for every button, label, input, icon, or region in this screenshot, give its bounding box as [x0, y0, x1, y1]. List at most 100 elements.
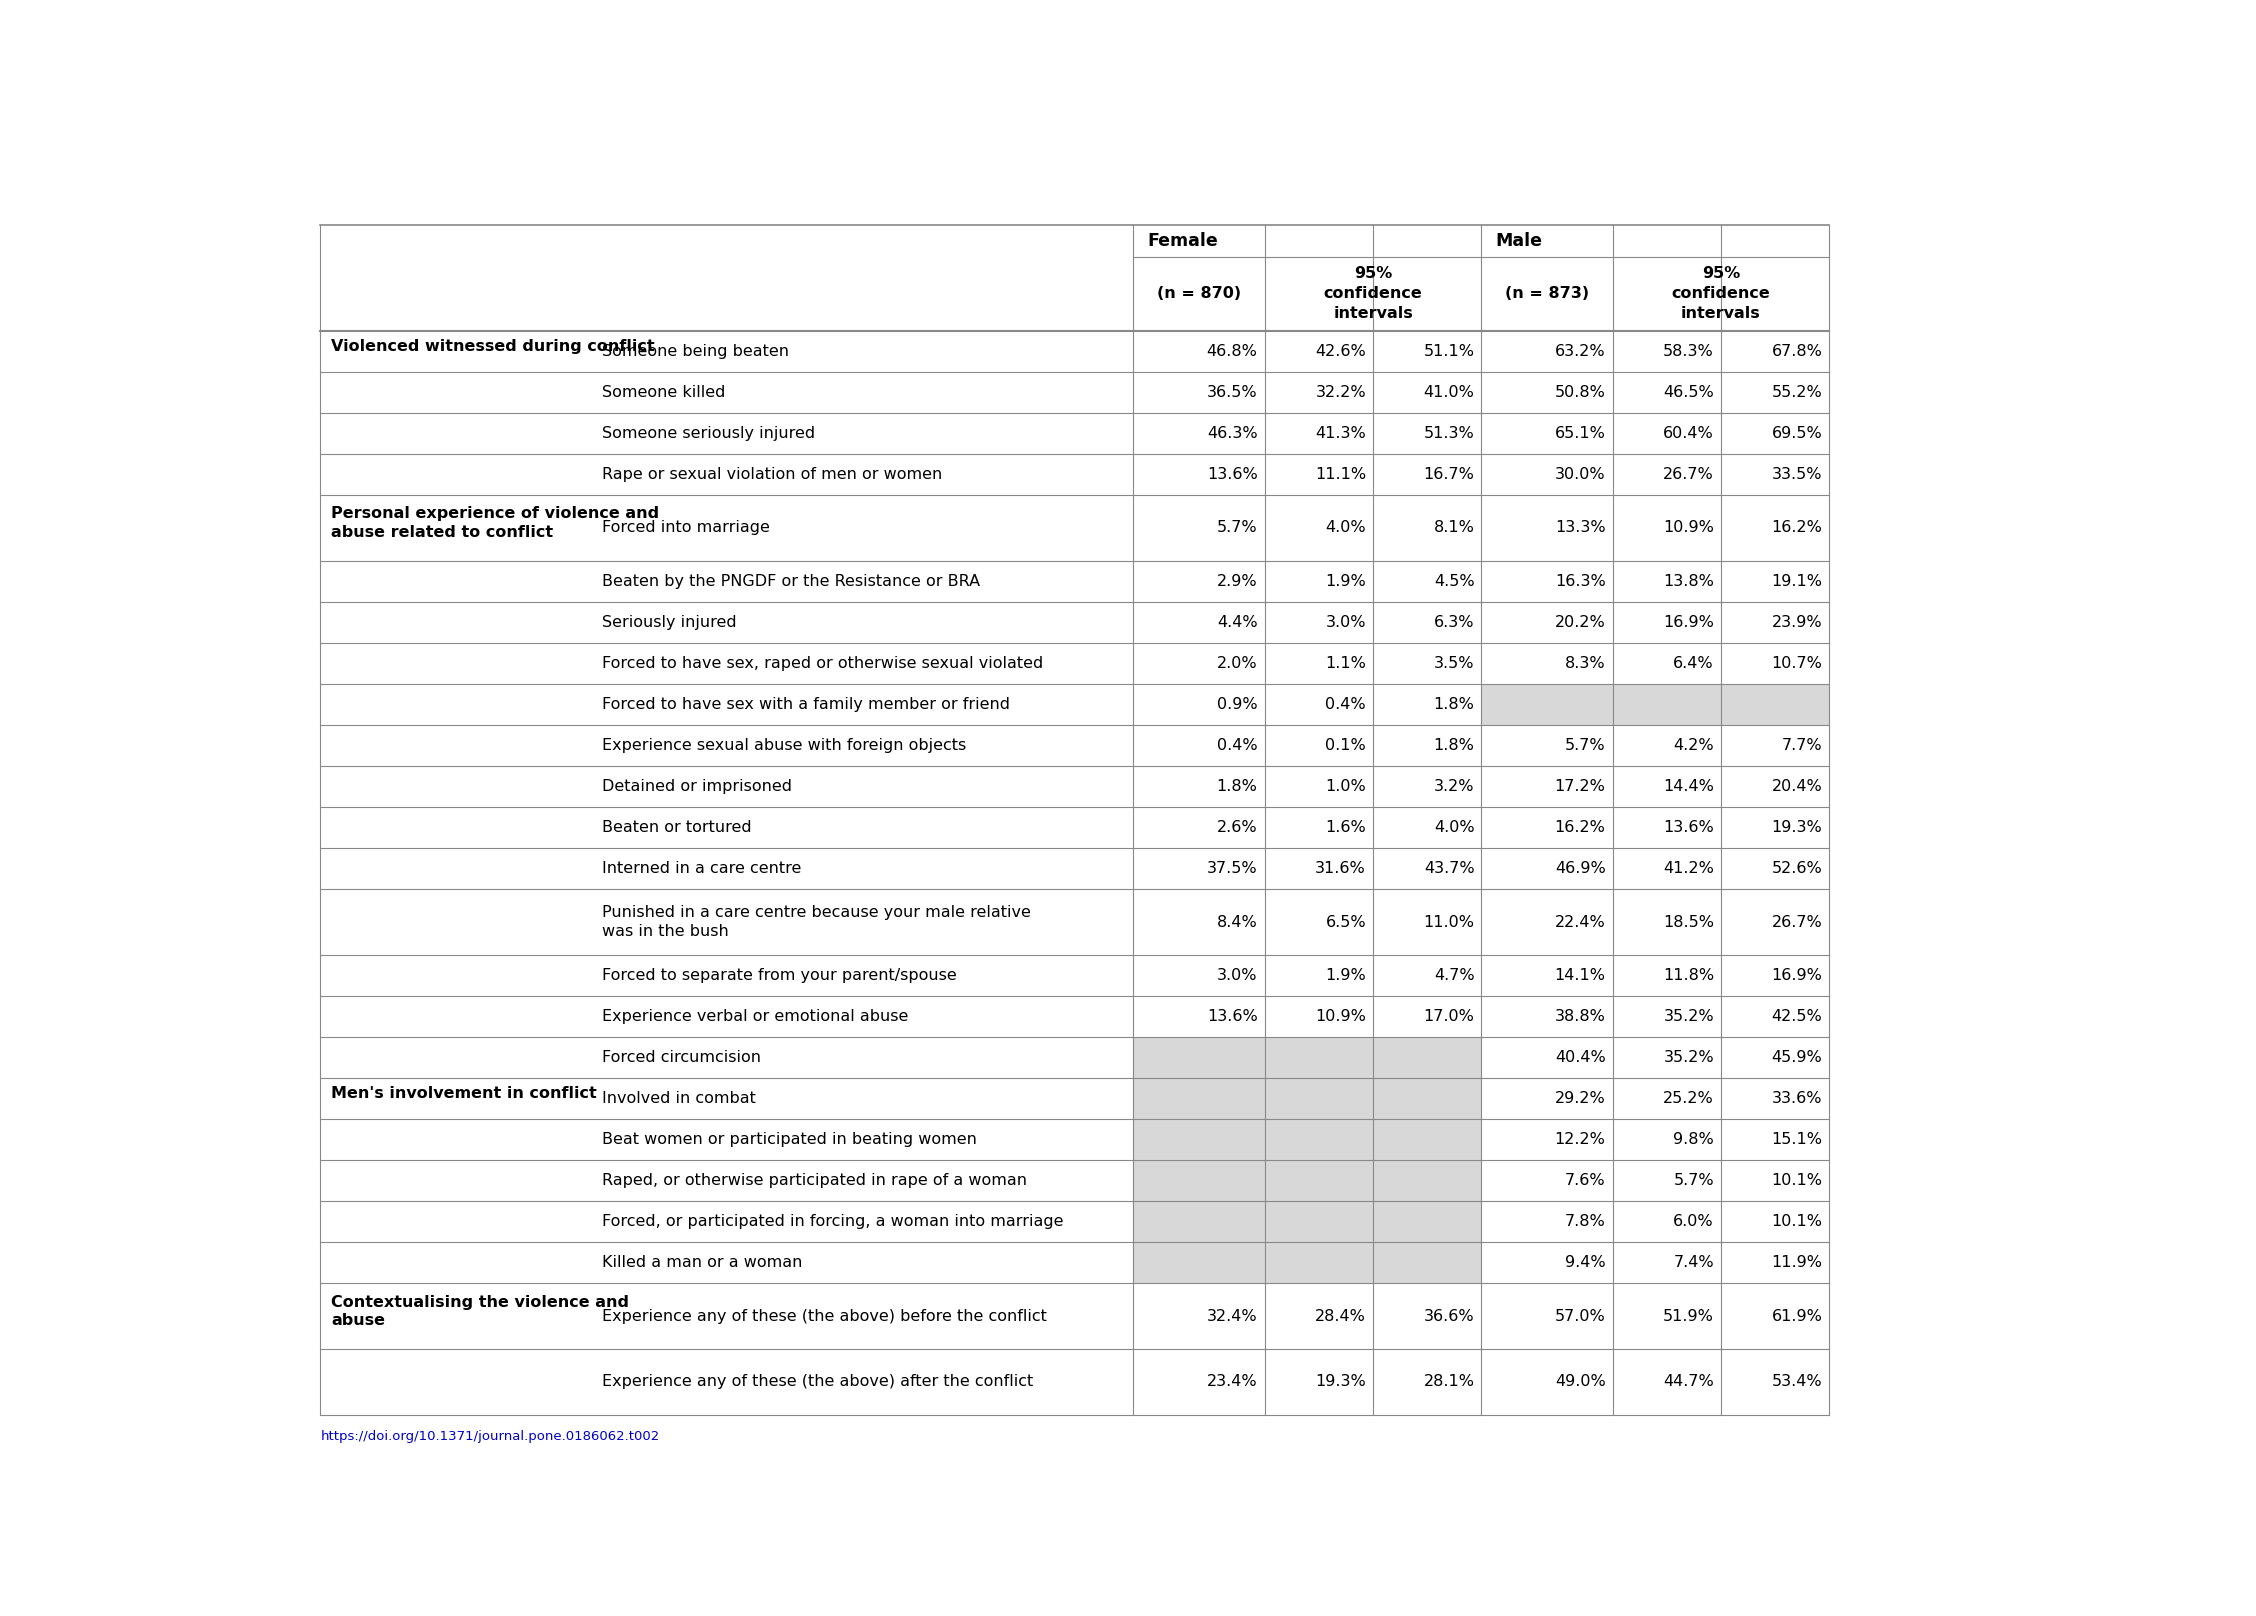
Text: 0.9%: 0.9% — [1216, 696, 1257, 713]
Text: 1.1%: 1.1% — [1324, 656, 1365, 671]
Text: 41.3%: 41.3% — [1315, 427, 1365, 441]
Text: (n = 870): (n = 870) — [1157, 286, 1241, 301]
Text: 11.9%: 11.9% — [1771, 1256, 1823, 1270]
Text: 26.7%: 26.7% — [1771, 915, 1823, 929]
Text: 8.1%: 8.1% — [1433, 520, 1475, 535]
Text: 5.7%: 5.7% — [1216, 520, 1257, 535]
Text: 7.6%: 7.6% — [1566, 1173, 1606, 1188]
Text: 42.5%: 42.5% — [1771, 1008, 1823, 1025]
Text: Male: Male — [1496, 231, 1543, 250]
Text: 17.2%: 17.2% — [1554, 779, 1606, 793]
Bar — [1482, 684, 1830, 726]
Text: 57.0%: 57.0% — [1554, 1309, 1606, 1324]
Text: 1.8%: 1.8% — [1433, 696, 1475, 713]
Text: 19.3%: 19.3% — [1771, 821, 1823, 835]
Text: Detained or imprisoned: Detained or imprisoned — [602, 779, 792, 793]
Text: 13.6%: 13.6% — [1207, 1008, 1257, 1025]
Text: 36.5%: 36.5% — [1207, 385, 1257, 399]
Text: 10.1%: 10.1% — [1771, 1214, 1823, 1230]
Text: 8.3%: 8.3% — [1566, 656, 1606, 671]
Text: 4.7%: 4.7% — [1435, 968, 1475, 983]
Text: Female: Female — [1148, 231, 1218, 250]
Text: 35.2%: 35.2% — [1663, 1050, 1715, 1065]
Text: Beaten by the PNGDF or the Resistance or BRA: Beaten by the PNGDF or the Resistance or… — [602, 574, 979, 588]
Text: 2.6%: 2.6% — [1216, 821, 1257, 835]
Text: Someone killed: Someone killed — [602, 385, 726, 399]
Text: 6.3%: 6.3% — [1435, 614, 1475, 630]
Text: 22.4%: 22.4% — [1554, 915, 1606, 929]
Text: Experience any of these (the above) after the conflict: Experience any of these (the above) afte… — [602, 1375, 1033, 1390]
Text: 40.4%: 40.4% — [1554, 1050, 1606, 1065]
Text: Forced to have sex, raped or otherwise sexual violated: Forced to have sex, raped or otherwise s… — [602, 656, 1042, 671]
Text: 65.1%: 65.1% — [1554, 427, 1606, 441]
Text: 33.5%: 33.5% — [1771, 467, 1823, 482]
Text: 23.9%: 23.9% — [1771, 614, 1823, 630]
Text: 46.9%: 46.9% — [1554, 861, 1606, 876]
Text: 32.4%: 32.4% — [1207, 1309, 1257, 1324]
Text: Forced to have sex with a family member or friend: Forced to have sex with a family member … — [602, 696, 1011, 713]
Text: Contextualising the violence and
abuse: Contextualising the violence and abuse — [332, 1294, 629, 1328]
Text: 61.9%: 61.9% — [1771, 1309, 1823, 1324]
Text: 16.2%: 16.2% — [1771, 520, 1823, 535]
Text: 38.8%: 38.8% — [1554, 1008, 1606, 1025]
Text: 7.4%: 7.4% — [1674, 1256, 1715, 1270]
Text: 6.4%: 6.4% — [1674, 656, 1715, 671]
Text: (n = 873): (n = 873) — [1505, 286, 1588, 301]
Text: 5.7%: 5.7% — [1674, 1173, 1715, 1188]
Text: 1.9%: 1.9% — [1324, 968, 1365, 983]
Text: 13.6%: 13.6% — [1207, 467, 1257, 482]
Text: 33.6%: 33.6% — [1771, 1091, 1823, 1107]
Text: 50.8%: 50.8% — [1554, 385, 1606, 399]
Text: 51.3%: 51.3% — [1424, 427, 1475, 441]
Text: 7.7%: 7.7% — [1782, 739, 1823, 753]
Text: 16.2%: 16.2% — [1554, 821, 1606, 835]
Text: 10.7%: 10.7% — [1771, 656, 1823, 671]
Text: 95%
confidence
intervals: 95% confidence intervals — [1324, 267, 1421, 322]
Text: 53.4%: 53.4% — [1771, 1375, 1823, 1390]
Text: Men's involvement in conflict: Men's involvement in conflict — [332, 1086, 596, 1100]
Bar — [1133, 1037, 1482, 1078]
Text: Personal experience of violence and
abuse related to conflict: Personal experience of violence and abus… — [332, 506, 659, 540]
Text: 17.0%: 17.0% — [1424, 1008, 1475, 1025]
Text: 63.2%: 63.2% — [1554, 344, 1606, 359]
Text: 41.2%: 41.2% — [1663, 861, 1715, 876]
Text: 0.4%: 0.4% — [1216, 739, 1257, 753]
Text: Raped, or otherwise participated in rape of a woman: Raped, or otherwise participated in rape… — [602, 1173, 1026, 1188]
Text: 16.3%: 16.3% — [1554, 574, 1606, 588]
Text: 49.0%: 49.0% — [1554, 1375, 1606, 1390]
Text: 9.4%: 9.4% — [1566, 1256, 1606, 1270]
Text: 37.5%: 37.5% — [1207, 861, 1257, 876]
Text: 7.8%: 7.8% — [1566, 1214, 1606, 1230]
Text: 4.5%: 4.5% — [1435, 574, 1475, 588]
Text: 1.8%: 1.8% — [1216, 779, 1257, 793]
Text: 19.3%: 19.3% — [1315, 1375, 1365, 1390]
Text: 43.7%: 43.7% — [1424, 861, 1475, 876]
Text: 69.5%: 69.5% — [1771, 427, 1823, 441]
Text: 19.1%: 19.1% — [1771, 574, 1823, 588]
Text: 10.9%: 10.9% — [1663, 520, 1715, 535]
Text: 3.0%: 3.0% — [1216, 968, 1257, 983]
Text: 16.7%: 16.7% — [1424, 467, 1475, 482]
Text: 2.9%: 2.9% — [1216, 574, 1257, 588]
Text: 5.7%: 5.7% — [1566, 739, 1606, 753]
Text: Forced, or participated in forcing, a woman into marriage: Forced, or participated in forcing, a wo… — [602, 1214, 1063, 1230]
Bar — [1133, 1243, 1482, 1283]
Text: 3.5%: 3.5% — [1435, 656, 1475, 671]
Text: Seriously injured: Seriously injured — [602, 614, 735, 630]
Text: 1.9%: 1.9% — [1324, 574, 1365, 588]
Text: 6.5%: 6.5% — [1324, 915, 1365, 929]
Text: 4.4%: 4.4% — [1216, 614, 1257, 630]
Text: 14.4%: 14.4% — [1663, 779, 1715, 793]
Text: 20.4%: 20.4% — [1771, 779, 1823, 793]
Bar — [1133, 1160, 1482, 1201]
Text: 4.0%: 4.0% — [1435, 821, 1475, 835]
Text: 28.1%: 28.1% — [1424, 1375, 1475, 1390]
Text: 46.3%: 46.3% — [1207, 427, 1257, 441]
Text: 15.1%: 15.1% — [1771, 1133, 1823, 1147]
Text: 4.2%: 4.2% — [1674, 739, 1715, 753]
Text: 67.8%: 67.8% — [1771, 344, 1823, 359]
Text: 42.6%: 42.6% — [1315, 344, 1365, 359]
Text: Rape or sexual violation of men or women: Rape or sexual violation of men or women — [602, 467, 943, 482]
Text: 0.1%: 0.1% — [1324, 739, 1365, 753]
Text: 8.4%: 8.4% — [1216, 915, 1257, 929]
